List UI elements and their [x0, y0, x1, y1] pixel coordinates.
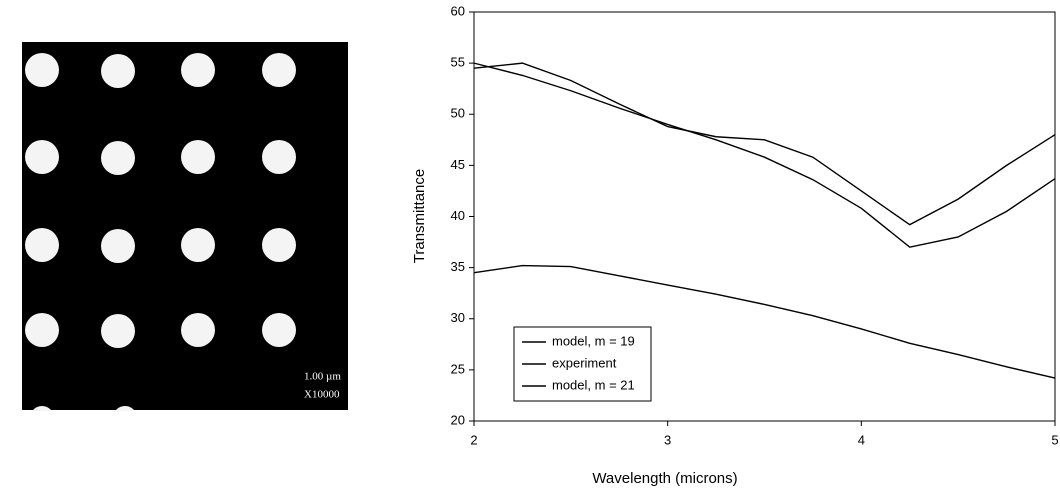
- y-tick-label: 30: [451, 310, 465, 325]
- sem-image: 1.00 µm X10000: [22, 42, 348, 430]
- legend-label: experiment: [552, 355, 617, 370]
- legend-label: model, m = 19: [552, 333, 635, 348]
- dot: [101, 229, 135, 263]
- y-tick-label: 60: [451, 3, 465, 18]
- x-axis-label: Wavelength (microns): [592, 470, 737, 487]
- dot: [25, 313, 59, 347]
- dot: [181, 140, 215, 174]
- y-tick-label: 45: [451, 157, 465, 172]
- dot: [181, 228, 215, 262]
- magnification: X10000: [304, 389, 340, 401]
- dot: [262, 228, 296, 262]
- y-tick-label: 50: [451, 106, 465, 121]
- y-tick-label: 20: [451, 412, 465, 427]
- scale-label: 1.00 µm: [304, 371, 341, 383]
- dot: [181, 53, 215, 87]
- dot: [262, 53, 296, 87]
- series-line: [474, 63, 1055, 247]
- y-tick-label: 55: [451, 55, 465, 70]
- dot: [25, 228, 59, 262]
- x-tick-label: 4: [858, 432, 865, 447]
- y-axis-label: Transmittance: [411, 169, 428, 263]
- dot: [25, 53, 59, 87]
- dot: [101, 314, 135, 348]
- dot: [25, 140, 59, 174]
- legend-label: model, m = 21: [552, 377, 635, 392]
- image-crop: [0, 411, 360, 431]
- figure: 1.00 µm X10000 Wavelength (microns) Tran…: [0, 0, 1060, 491]
- dot: [101, 54, 135, 88]
- image-background: [22, 42, 348, 410]
- y-tick-label: 35: [451, 259, 465, 274]
- dot: [101, 141, 135, 175]
- dot: [262, 140, 296, 174]
- y-tick-label: 25: [451, 361, 465, 376]
- y-tick-label: 40: [451, 208, 465, 223]
- x-tick-label: 3: [664, 432, 671, 447]
- dot: [262, 313, 296, 347]
- x-tick-label: 5: [1051, 432, 1058, 447]
- dot: [181, 313, 215, 347]
- x-tick-label: 2: [470, 432, 477, 447]
